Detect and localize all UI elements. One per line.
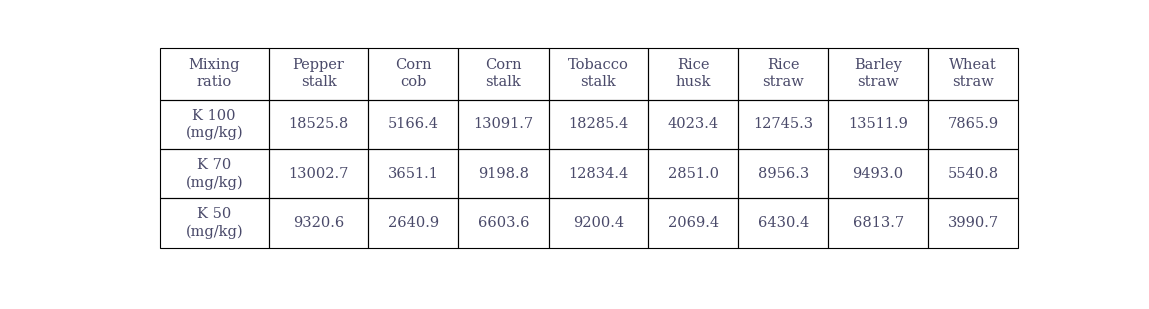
Bar [458,100,548,149]
Text: Pepper: Pepper [293,58,345,72]
Text: 6813.7: 6813.7 [853,216,904,230]
Bar [548,149,648,198]
Bar [269,149,369,198]
Text: 6603.6: 6603.6 [478,216,530,230]
Bar [648,198,739,248]
Bar [160,100,269,149]
Text: Rice: Rice [768,58,800,72]
Text: K 100: K 100 [192,108,236,123]
Bar [739,48,828,100]
Bar [928,48,1018,100]
Text: 12745.3: 12745.3 [754,117,813,131]
Bar [928,149,1018,198]
Text: 8956.3: 8956.3 [757,167,809,181]
Text: (mg/kg): (mg/kg) [185,176,242,190]
Bar [458,48,548,100]
Bar [269,100,369,149]
Text: 3651.1: 3651.1 [388,167,439,181]
Text: 9198.8: 9198.8 [478,167,529,181]
Bar [548,198,648,248]
Bar [739,149,828,198]
Text: Mixing: Mixing [188,58,240,72]
Bar [648,149,739,198]
Text: 18285.4: 18285.4 [569,117,629,131]
Bar [269,48,369,100]
Bar [369,149,458,198]
Bar [739,198,828,248]
Text: 5540.8: 5540.8 [948,167,998,181]
Text: 18525.8: 18525.8 [288,117,348,131]
Bar [648,48,739,100]
Text: stalk: stalk [301,75,337,89]
Text: 9320.6: 9320.6 [293,216,345,230]
Text: Rice: Rice [677,58,709,72]
Text: straw: straw [763,75,804,89]
Text: 12834.4: 12834.4 [569,167,629,181]
Text: stalk: stalk [580,75,616,89]
Text: 9493.0: 9493.0 [853,167,904,181]
Text: K 70: K 70 [198,158,231,172]
Text: 13091.7: 13091.7 [473,117,533,131]
Text: cob: cob [400,75,426,89]
Bar [828,149,928,198]
Bar [548,48,648,100]
Text: Wheat: Wheat [949,58,997,72]
Text: 7865.9: 7865.9 [948,117,998,131]
Bar [160,149,269,198]
Bar [548,100,648,149]
Text: straw: straw [953,75,994,89]
Text: 13002.7: 13002.7 [288,167,348,181]
Bar [828,100,928,149]
Bar [828,48,928,100]
Text: 2069.4: 2069.4 [668,216,719,230]
Text: Corn: Corn [395,58,432,72]
Bar [269,198,369,248]
Text: straw: straw [857,75,899,89]
Bar [160,198,269,248]
Bar [369,48,458,100]
Text: K 50: K 50 [198,207,231,221]
Text: Tobacco: Tobacco [568,58,629,72]
Bar [369,100,458,149]
Bar [828,198,928,248]
Bar [739,100,828,149]
Bar [648,100,739,149]
Bar [928,198,1018,248]
Text: 13511.9: 13511.9 [848,117,908,131]
Text: husk: husk [676,75,711,89]
Bar [928,100,1018,149]
Text: (mg/kg): (mg/kg) [185,225,242,239]
Bar [160,48,269,100]
Text: ratio: ratio [196,75,232,89]
Text: Corn: Corn [485,58,522,72]
Text: 9200.4: 9200.4 [573,216,624,230]
Text: Barley: Barley [854,58,902,72]
Text: 3990.7: 3990.7 [948,216,998,230]
Text: 2640.9: 2640.9 [388,216,439,230]
Text: 4023.4: 4023.4 [668,117,719,131]
Bar [458,198,548,248]
Text: 2851.0: 2851.0 [668,167,719,181]
Bar [458,149,548,198]
Text: (mg/kg): (mg/kg) [185,126,242,141]
Bar [369,198,458,248]
Text: 5166.4: 5166.4 [388,117,439,131]
Text: 6430.4: 6430.4 [757,216,809,230]
Text: stalk: stalk [486,75,522,89]
